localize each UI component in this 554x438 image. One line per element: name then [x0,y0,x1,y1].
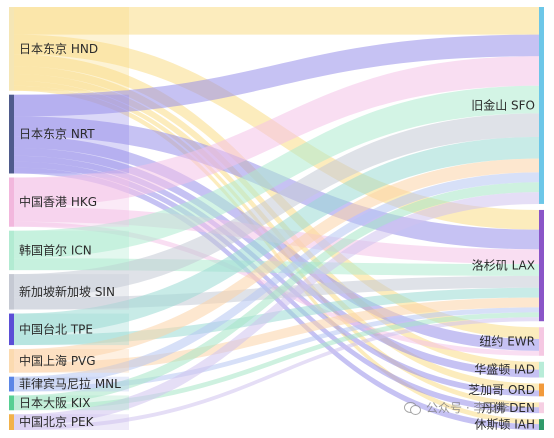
link-tpe-sfo [14,136,539,336]
link-pek-sfo [14,192,539,427]
node-label-iad: 华盛顿 IAD [474,362,535,377]
node-den[interactable] [539,402,544,414]
node-hnd[interactable] [9,7,14,91]
link-pek-lax [14,317,539,430]
node-label-nrt: 日本东京 NRT [19,127,95,141]
sankey-nodes [9,7,544,430]
node-band-hkg [9,177,129,227]
watermark: 公众号 · 李没李 [404,399,509,416]
link-hnd-iad [14,66,539,370]
node-label-lax: 洛杉矶 LAX [472,258,535,273]
link-sin-sfo [14,113,539,298]
node-band-tpe [9,313,129,346]
node-label-ewr: 纽约 EWR [479,334,535,349]
node-sin[interactable] [9,274,14,310]
node-band-hnd [9,7,129,91]
node-band-pek [9,414,129,430]
node-kix[interactable] [9,395,14,411]
node-hkg[interactable] [9,177,14,227]
node-label-pvg: 中国上海 PVG [19,353,96,368]
node-band-sin [9,274,129,310]
node-label-pek: 中国北京 PEK [19,414,95,429]
link-hnd-sfo [14,7,539,35]
link-hkg-sfo [14,56,539,208]
link-nrt-iah [14,167,539,431]
link-mnl-sfo [14,172,539,387]
node-mnl[interactable] [9,376,14,392]
sankey-labels: 日本东京 HND 日本东京 NRT 中国香港 HKG 韩国首尔 ICN 新加坡新加坡 S… [19,42,535,432]
node-label-hkg: 中国香港 HKG [19,194,97,209]
node-pek[interactable] [9,414,14,430]
node-sfo[interactable] [539,7,544,204]
wechat-icon [404,401,422,415]
node-label-hnd: 日本东京 HND [19,42,98,56]
node-ewr[interactable] [539,327,544,356]
node-label-ord: 芝加哥 ORD [468,382,535,397]
node-label-tpe: 中国台北 TPE [19,321,93,336]
node-tpe[interactable] [9,313,14,346]
watermark-text: 公众号 · 李没李 [426,401,510,415]
node-label-den: 丹佛 DEN [481,401,535,415]
link-kix-sfo [14,182,539,406]
node-lax[interactable] [539,209,544,322]
node-label-mnl: 菲律宾马尼拉 MNL [19,376,121,391]
link-mnl-lax [14,307,539,392]
node-band-nrt [9,94,129,174]
node-band-mnl [9,376,129,392]
node-band-kix [9,395,129,411]
link-pvg-sfo [14,158,539,363]
sankey-links [14,7,539,431]
node-ord[interactable] [539,383,544,397]
link-pvg-lax [14,297,539,373]
node-pvg[interactable] [9,349,14,373]
node-band-pvg [9,349,129,373]
node-label-sfo: 旧金山 SFO [471,97,535,112]
node-label-sin: 新加坡新加坡 SIN [19,284,115,299]
link-nrt-sfo [14,34,539,117]
node-nrt[interactable] [9,94,14,174]
node-label-kix: 日本大阪 KIX [19,396,90,410]
node-band-icn [9,230,129,271]
link-icn-sfo [14,85,539,259]
node-label-icn: 韩国首尔 ICN [19,242,92,257]
node-icn[interactable] [9,230,14,271]
link-kix-lax [14,312,539,411]
node-label-iah: 休斯顿 IAH [474,418,535,432]
node-iad[interactable] [539,361,544,378]
node-iah[interactable] [539,419,544,430]
